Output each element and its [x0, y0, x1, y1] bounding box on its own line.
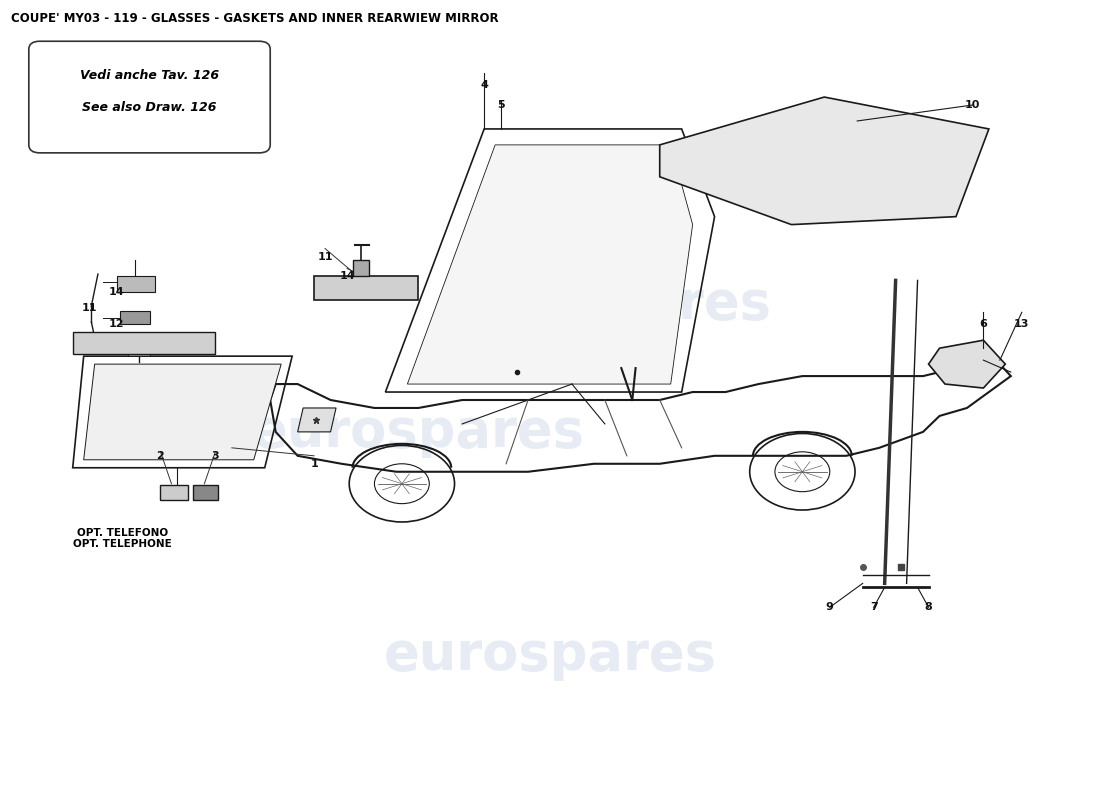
Text: 4: 4 [481, 80, 488, 90]
Text: eurospares: eurospares [439, 278, 771, 330]
Text: 11: 11 [317, 251, 333, 262]
Text: 1: 1 [310, 458, 318, 469]
Text: 6: 6 [979, 319, 988, 330]
Text: 7: 7 [870, 602, 878, 612]
FancyBboxPatch shape [29, 42, 271, 153]
FancyBboxPatch shape [194, 486, 218, 500]
Polygon shape [73, 332, 216, 354]
Text: 8: 8 [925, 602, 933, 612]
Polygon shape [928, 340, 1005, 388]
Text: 11: 11 [81, 303, 97, 314]
Polygon shape [298, 408, 336, 432]
Polygon shape [315, 277, 418, 300]
Polygon shape [660, 97, 989, 225]
Polygon shape [120, 310, 150, 324]
Text: eurospares: eurospares [384, 629, 716, 681]
Text: 5: 5 [497, 100, 505, 110]
Text: 9: 9 [826, 602, 834, 612]
Polygon shape [128, 354, 150, 356]
Text: 14: 14 [339, 271, 355, 282]
Text: See also Draw. 126: See also Draw. 126 [82, 101, 217, 114]
Text: 13: 13 [1014, 319, 1030, 330]
Text: Vedi anche Tav. 126: Vedi anche Tav. 126 [80, 69, 219, 82]
Text: 2: 2 [156, 451, 164, 461]
Text: OPT. TELEFONO
OPT. TELEPHONE: OPT. TELEFONO OPT. TELEPHONE [73, 527, 172, 549]
Text: eurospares: eurospares [252, 406, 585, 458]
Text: 3: 3 [211, 451, 219, 461]
Polygon shape [352, 261, 368, 277]
Text: 12: 12 [109, 319, 124, 330]
Polygon shape [117, 277, 155, 292]
Polygon shape [407, 145, 693, 384]
Text: 14: 14 [109, 287, 124, 298]
FancyBboxPatch shape [161, 486, 188, 500]
Text: COUPE' MY03 - 119 - GLASSES - GASKETS AND INNER REARWIEW MIRROR: COUPE' MY03 - 119 - GLASSES - GASKETS AN… [11, 12, 498, 25]
Polygon shape [84, 364, 282, 460]
Text: 10: 10 [965, 100, 980, 110]
